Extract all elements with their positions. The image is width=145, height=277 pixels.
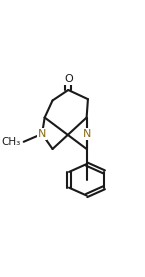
Text: N: N (82, 129, 91, 139)
Text: N: N (38, 129, 46, 139)
Text: O: O (64, 74, 73, 84)
Text: CH₃: CH₃ (2, 137, 21, 147)
